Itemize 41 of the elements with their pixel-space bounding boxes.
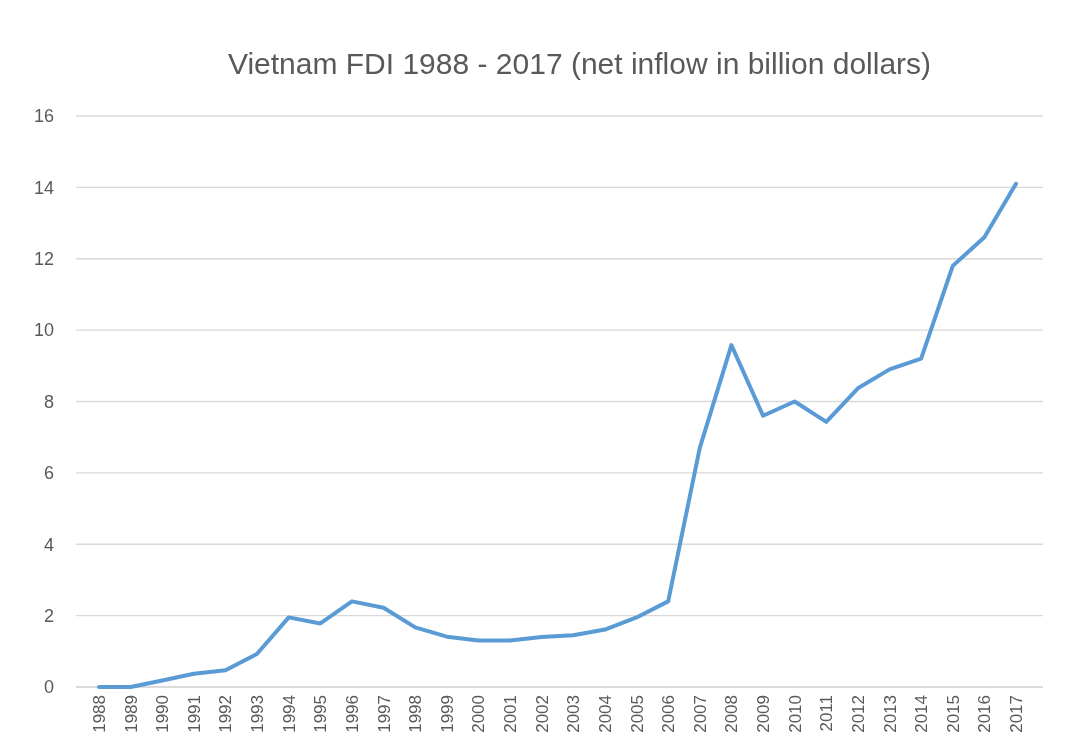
y-tick-label: 6 <box>43 463 54 484</box>
y-tick-label: 10 <box>33 320 54 341</box>
x-tick-label: 2009 <box>754 695 774 733</box>
x-tick-label: 2007 <box>690 695 710 733</box>
x-tick-label: 2014 <box>912 695 932 733</box>
x-tick-label: 1998 <box>406 695 426 733</box>
x-tick-label: 1989 <box>121 695 141 733</box>
x-tick-label: 2001 <box>501 695 521 733</box>
x-tick-label: 1994 <box>279 695 299 733</box>
x-tick-label: 2011 <box>817 695 837 732</box>
line-series <box>97 181 1018 689</box>
x-tick-label: 1995 <box>311 695 331 733</box>
x-tick-label: 2004 <box>595 695 615 733</box>
x-tick-label: 2006 <box>659 695 679 733</box>
x-tick-label: 2002 <box>532 695 552 733</box>
x-tick-label: 1988 <box>90 695 109 733</box>
y-tick-label: 8 <box>43 391 54 412</box>
x-tick-label: 1992 <box>216 695 236 733</box>
x-tick-label: 2015 <box>943 695 963 733</box>
y-tick-label: 16 <box>33 106 54 127</box>
x-tick-label: 1997 <box>374 695 394 733</box>
x-tick-label: 1993 <box>248 695 268 733</box>
y-tick-label: 4 <box>43 534 54 555</box>
x-tick-label: 2003 <box>564 695 584 733</box>
x-tick-label: 2012 <box>848 695 868 733</box>
x-tick-label: 2008 <box>722 695 742 733</box>
x-tick-label: 2005 <box>627 695 647 733</box>
y-tick-label: 14 <box>33 177 54 198</box>
x-tick-label: 2010 <box>785 695 805 733</box>
x-tick-label: 1991 <box>184 695 204 733</box>
y-tick-label: 0 <box>43 677 54 698</box>
y-tick-label: 12 <box>33 249 54 270</box>
chart-title: Vietnam FDI 1988 - 2017 (net inflow in billion dollars) <box>227 47 932 80</box>
x-tick-label: 1996 <box>342 695 362 733</box>
y-tick-label: 2 <box>43 605 54 626</box>
x-tick-label: 2013 <box>880 695 900 733</box>
x-tick-label: 1990 <box>153 695 173 733</box>
x-tick-label: 2000 <box>469 695 489 733</box>
x-tick-label: 2016 <box>975 695 995 733</box>
x-tick-label: 1999 <box>437 695 457 733</box>
x-tick-label: 2017 <box>1007 695 1026 733</box>
